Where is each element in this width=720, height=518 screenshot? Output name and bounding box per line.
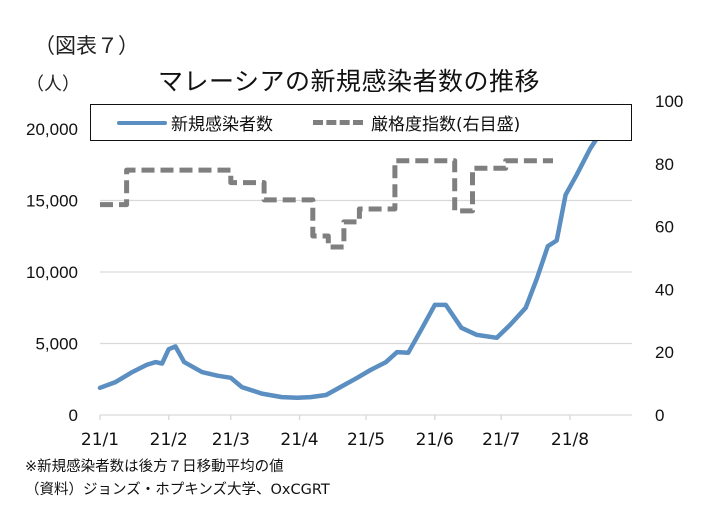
left-axis-tick-label: 20,000 bbox=[26, 120, 78, 139]
new-cases-line bbox=[97, 103, 630, 401]
x-axis-tick-label: 21/1 bbox=[81, 430, 119, 450]
chart-title: マレーシアの新規感染者数の推移 bbox=[158, 67, 541, 96]
source-note: （資料）ジョンズ・ホプキンズ大学、OxCGRT bbox=[25, 482, 330, 498]
right-axis-tick-label: 100 bbox=[655, 92, 683, 111]
left-axis-tick-label: 15,000 bbox=[26, 192, 78, 211]
legend-item-new-cases: 新規感染者数 bbox=[91, 110, 273, 135]
right-axis-tick-label: 40 bbox=[655, 280, 674, 299]
left-axis-tick-label: 10,000 bbox=[26, 263, 78, 282]
x-axis-tick-label: 21/8 bbox=[551, 430, 589, 450]
x-axis-tick-label: 21/6 bbox=[416, 430, 454, 450]
left-axis-ticks: 20,000 15,000 10,000 5,000 0 bbox=[26, 120, 78, 425]
x-axis-tick-label: 21/3 bbox=[212, 430, 250, 450]
legend-label-stringency: 厳格度指数(右目盛) bbox=[371, 115, 521, 135]
x-axis-tick-label: 21/4 bbox=[280, 430, 318, 450]
x-axis-tick-label: 21/2 bbox=[150, 430, 188, 450]
left-axis-unit-label: （人） bbox=[26, 74, 80, 95]
right-axis-tick-label: 20 bbox=[655, 343, 674, 362]
figure-label: （図表７） bbox=[34, 34, 139, 58]
solid-line-swatch-icon bbox=[117, 120, 167, 125]
x-axis-ticks: 21/1 21/2 21/3 21/4 21/5 21/6 21/7 21/8 bbox=[81, 415, 589, 450]
left-axis-tick-label: 5,000 bbox=[35, 335, 78, 354]
left-axis-tick-label: 0 bbox=[69, 406, 78, 425]
x-axis-tick-label: 21/5 bbox=[347, 430, 385, 450]
x-axis-tick-label: 21/7 bbox=[482, 430, 520, 450]
legend-item-stringency: 厳格度指数(右目盛) bbox=[273, 110, 520, 135]
footnote-moving-average: ※新規感染者数は後方７日移動平均の値 bbox=[25, 459, 284, 475]
chart-legend: 新規感染者数 厳格度指数(右目盛) bbox=[90, 104, 632, 141]
right-axis-tick-label: 80 bbox=[655, 155, 674, 174]
stringency-index-line bbox=[100, 158, 553, 250]
dashed-line-swatch-icon bbox=[313, 120, 363, 125]
legend-label-new-cases: 新規感染者数 bbox=[171, 115, 273, 135]
right-axis-tick-label: 0 bbox=[655, 406, 664, 425]
right-axis-ticks: 100 80 60 40 20 0 bbox=[655, 92, 683, 425]
right-axis-tick-label: 60 bbox=[655, 218, 674, 237]
